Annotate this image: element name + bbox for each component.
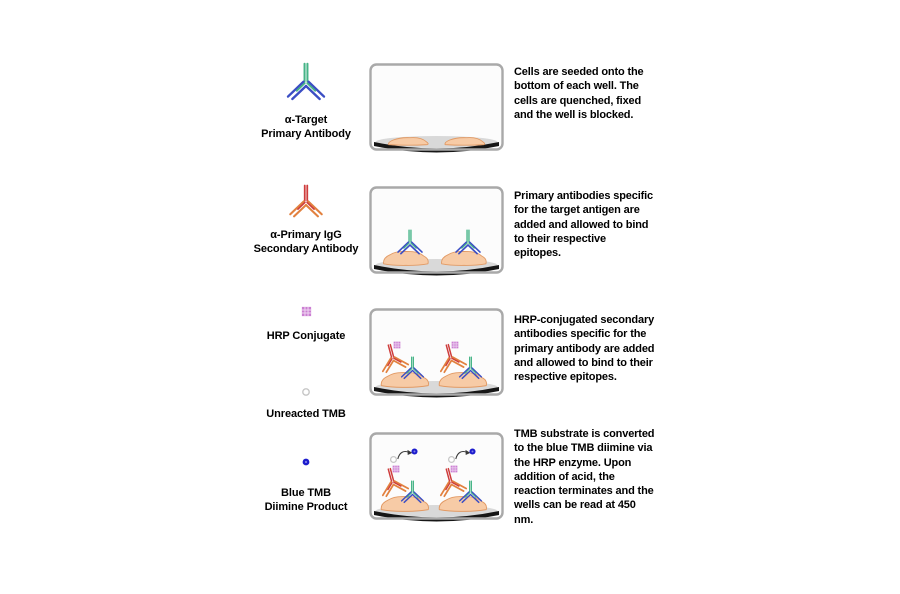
blue-tmb-icon xyxy=(411,448,418,455)
well-step-3 xyxy=(369,308,504,398)
hrp-conjugate-icon xyxy=(451,341,459,349)
hrp-conjugate-icon xyxy=(450,465,458,473)
step-2-description: Primary antibodies specific for the targ… xyxy=(514,190,654,260)
legend-primary-antibody: α-Target Primary Antibody xyxy=(235,62,377,141)
blue-tmb-icon xyxy=(469,448,476,455)
unreacted-tmb-icon xyxy=(301,387,311,397)
primary-antibody-icon xyxy=(284,62,328,110)
legend-secondary-label-line2: Secondary Antibody xyxy=(253,243,359,255)
legend-hrp-label: HRP Conjugate xyxy=(266,330,346,342)
legend-unreacted-tmb: Unreacted TMB xyxy=(235,387,377,421)
hrp-conjugate-icon xyxy=(301,306,312,317)
well-step-1 xyxy=(369,63,504,153)
legend-unreacted-tmb-label: Unreacted TMB xyxy=(266,408,346,420)
legend-primary-label-line2: Primary Antibody xyxy=(261,128,351,140)
step-4-description: TMB substrate is converted to the blue T… xyxy=(514,428,655,526)
legend-secondary-antibody: α-Primary IgG Secondary Antibody xyxy=(235,184,377,256)
well-step-2 xyxy=(369,186,504,276)
step-1-description: Cells are seeded onto the bottom of each… xyxy=(514,66,644,121)
unreacted-tmb-icon xyxy=(447,455,456,464)
legend-hrp-conjugate: HRP Conjugate xyxy=(235,306,377,343)
hrp-conjugate-icon xyxy=(392,465,400,473)
blue-tmb-icon xyxy=(301,457,311,467)
legend-blue-tmb-label-line1: Blue TMB xyxy=(281,487,331,499)
secondary-antibody-icon xyxy=(285,184,327,226)
step-3-description: HRP-conjugated secondary antibodies spec… xyxy=(514,314,655,384)
legend-blue-tmb: Blue TMB Diimine Product xyxy=(235,457,377,514)
hrp-conjugate-icon xyxy=(393,341,401,349)
legend-primary-label-line1: α-Target xyxy=(284,114,328,126)
well-step-4 xyxy=(369,432,504,522)
legend-secondary-label-line1: α-Primary IgG xyxy=(270,229,342,241)
unreacted-tmb-icon xyxy=(389,455,398,464)
legend-blue-tmb-label-line2: Diimine Product xyxy=(264,501,348,513)
